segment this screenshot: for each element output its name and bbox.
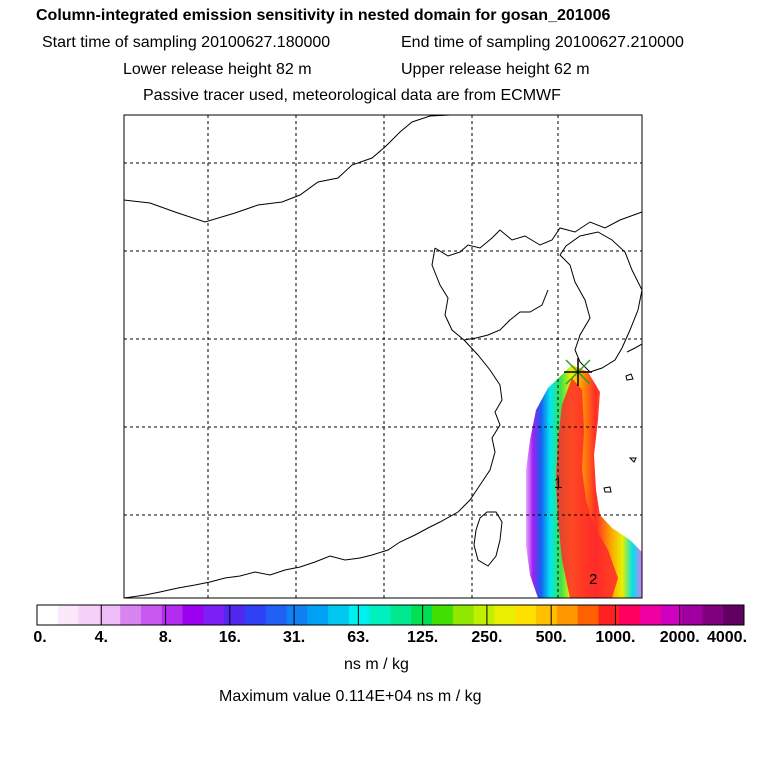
plume-core	[556, 378, 618, 598]
release-site-marker	[564, 358, 592, 386]
color-scale-cell	[99, 605, 121, 625]
color-scale-cell	[473, 605, 495, 625]
coastline-island-2	[628, 457, 637, 463]
graticule-layer	[124, 115, 642, 598]
color-scale-cell	[536, 605, 558, 625]
upper-release-height: Upper release height 62 m	[401, 61, 590, 78]
coastline-taiwan	[473, 511, 503, 567]
coastline-south-china	[124, 555, 361, 598]
color-scale-cell	[140, 605, 163, 625]
coastline-island-3	[603, 486, 612, 493]
color-scale-cell	[640, 605, 662, 625]
color-scale-tick-label: 250.	[471, 629, 503, 646]
color-scale-tick-label: 0.	[33, 629, 47, 646]
color-scale-cell	[37, 605, 59, 625]
color-scale-cell	[78, 605, 100, 625]
end-time: End time of sampling 20100627.210000	[401, 34, 684, 51]
plot-title: Column-integrated emission sensitivity i…	[36, 7, 611, 24]
color-scale-cell	[182, 605, 204, 625]
color-scale-tick-label: 4.	[94, 629, 108, 646]
start-time: Start time of sampling 20100627.180000	[42, 34, 331, 51]
coastline-shandong	[431, 247, 549, 341]
trajectory-label-2: 2	[589, 571, 597, 588]
coastline-island-1	[625, 373, 634, 381]
color-scale-cell	[660, 605, 683, 625]
coastline-east-china	[359, 339, 503, 559]
color-scale-cell	[286, 605, 308, 625]
color-scale-cell	[390, 605, 412, 625]
color-scale-cell	[203, 605, 225, 625]
color-scale-cell	[556, 605, 579, 625]
color-scale-cell	[702, 605, 724, 625]
color-scale-frame	[36, 604, 745, 626]
map-frame	[123, 114, 643, 599]
color-scale-cell	[598, 605, 620, 625]
color-scale-cell	[120, 605, 142, 625]
color-scale-tick-label: 500.	[535, 629, 567, 646]
color-scale-cell	[307, 605, 329, 625]
trajectory-label-1: 1	[554, 475, 562, 492]
coastline-japan	[626, 343, 642, 353]
color-scale-cell	[161, 605, 184, 625]
color-scale-tick-label: 63.	[347, 629, 370, 646]
color-scale-cell	[452, 605, 475, 625]
coastline-korea	[559, 231, 642, 373]
plume-layer	[526, 365, 642, 598]
color-scale-tick-label: 16.	[218, 629, 241, 646]
color-scale-cell	[432, 605, 454, 625]
color-scale-tick-label: 31.	[282, 629, 306, 646]
color-scale-cell	[369, 605, 391, 625]
color-scale-cell	[348, 605, 371, 625]
color-scale-cell	[224, 605, 246, 625]
color-scale-cell	[681, 605, 703, 625]
coastline-north	[124, 115, 451, 223]
color-scale-tick-label: 1000.	[595, 629, 636, 646]
color-scale-cell	[411, 605, 433, 625]
color-scale-tick-label: 8.	[158, 629, 173, 646]
color-scale-cell	[577, 605, 599, 625]
emission-sensitivity-plume	[526, 365, 642, 598]
tracer-note: Passive tracer used, meteorological data…	[143, 87, 561, 104]
color-scale-cell	[515, 605, 537, 625]
maximum-value: Maximum value 0.114E+04 ns m / kg	[219, 688, 482, 705]
lower-release-height: Lower release height 82 m	[123, 61, 312, 78]
color-scale-tick-label: 125.	[407, 629, 439, 646]
color-scale-tick-label: 2000.	[659, 629, 700, 646]
color-scale-cell	[265, 605, 288, 625]
color-scale-cell	[619, 605, 641, 625]
color-scale-cell	[494, 605, 516, 625]
color-scale-tick-label: 4000.	[706, 629, 748, 646]
color-scale-unit: ns m / kg	[344, 656, 409, 673]
color-scale-cell	[723, 605, 745, 625]
color-scale-cell	[244, 605, 267, 625]
color-scale-cell	[328, 605, 350, 625]
color-scale-cell	[57, 605, 80, 625]
coastline-bohai	[434, 211, 642, 257]
